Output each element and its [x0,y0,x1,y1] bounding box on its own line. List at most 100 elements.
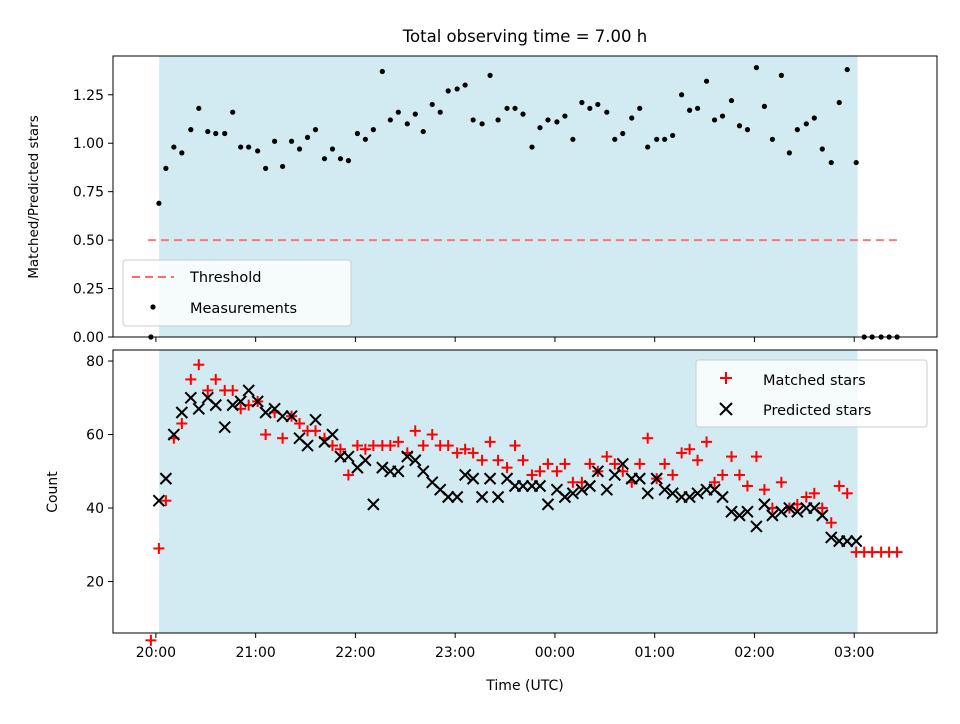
measurement-point [213,130,219,137]
matched-star-point [467,447,479,459]
measurement-point [370,127,376,133]
ratio-y-tick-label: 0.50 [73,233,104,249]
matched-star-point [185,373,197,385]
predicted-star-point [683,490,696,504]
measurement-point [304,134,311,140]
predicted-star-point [184,391,198,404]
predicted-star-point [301,439,314,452]
measurement-point [454,86,460,92]
matched-star-point [145,634,157,646]
predicted-star-point [417,465,430,478]
predicted-star-point [226,398,239,412]
measurement-point [520,111,526,117]
count-x-ticks: 20:00 21:00 22:00 23:00 00:00 01:00 02:00 03:00 [136,633,874,661]
measurement-point [570,136,576,142]
matched-star-point [534,465,546,477]
predicted-star-point [591,465,605,478]
matched-star-point [227,384,239,396]
measurement-point [337,156,344,162]
count-x-tick-label: 01:00 [635,645,675,661]
measurement-point [279,163,286,170]
measurement-point [612,136,618,142]
predicted-star-point [483,472,497,485]
measurement-point [188,127,194,133]
measurement-point [679,92,685,98]
measurement-point [654,136,660,142]
predicted-star-point [750,520,763,533]
matched-star-point [800,491,812,503]
measurement-points [148,65,900,340]
matched-star-point [701,436,713,448]
measurement-point [222,130,228,137]
predicted-star-point [650,472,663,485]
matched-star-point [193,359,205,371]
predicted-star-point [541,498,555,511]
matched-star-point [334,443,346,455]
measurement-point [620,130,626,137]
measurement-point [179,150,185,156]
matched-star-point [392,436,404,448]
count-panel: 20 40 60 80 20:00 21:00 22:00 23:00 00:00 01:00 0… [45,349,938,694]
predicted-star-point [285,409,298,423]
predicted-star-point [491,490,505,504]
matched-star-point [825,517,837,529]
measurement-point [637,105,643,111]
matched-star-point [509,440,521,452]
matched-star-point [176,418,188,430]
predicted-star-point [326,428,339,441]
measurement-point [728,97,735,104]
measurement-point [345,158,352,164]
measurement-point [587,105,593,111]
measurement-point [312,127,319,133]
legend-predicted-label: Predicted stars [763,403,871,419]
matched-star-point [642,432,654,444]
predicted-star-point [791,505,804,518]
measurement-point [263,165,269,171]
matched-star-point [659,458,671,470]
measurement-point [753,65,760,71]
measurement-point [479,121,485,127]
predicted-star-point [633,472,646,485]
predicted-star-point [533,479,547,493]
matched-star-point [484,436,496,448]
matched-star-point [717,469,729,481]
measurement-point [595,101,601,108]
predicted-star-point [758,498,771,511]
measurement-point [629,115,635,121]
matched-star-point [709,476,721,488]
matched-star-point [210,373,222,385]
matched-star-point [153,542,165,554]
measurement-point [662,136,668,142]
measurement-point [579,99,585,106]
measurement-point [719,113,726,119]
measurement-point [778,72,784,78]
measurement-point [844,66,850,73]
predicted-star-point [841,534,854,548]
predicted-star-point [641,487,654,500]
ratio-legend: Threshold Measurements [122,259,352,327]
measurement-point [246,144,252,150]
measurement-point [670,132,676,139]
measurement-point [545,117,551,123]
measurement-point [379,68,385,75]
matched-star-point [260,429,272,441]
matched-star-point [409,425,421,437]
ratio-y-tick-label: 1.25 [73,88,104,104]
measurement-point [537,125,543,131]
measurement-point [836,99,842,106]
predicted-star-point [367,498,380,511]
measurement-point [420,128,426,135]
predicted-star-point [466,472,480,485]
count-x-tick-label: 00:00 [535,645,575,661]
predicted-star-point [766,509,779,522]
ratio-y-tick-label: 0.25 [73,282,104,298]
measurement-point [404,121,410,127]
legend-measurements-swatch [150,304,156,310]
ratio-y-tick-label: 0.00 [73,330,104,346]
measurement-point [238,144,244,150]
measurement-point [156,200,162,206]
measurement-point [562,113,568,119]
matched-star-point [294,418,306,430]
measurement-point [604,109,610,115]
matched-star-point [725,451,737,463]
